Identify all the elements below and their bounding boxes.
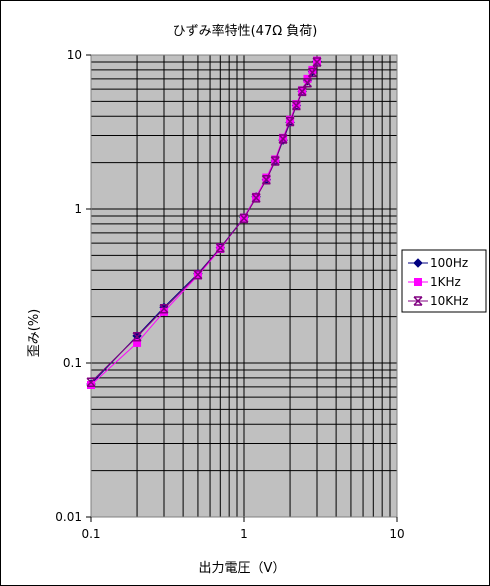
data-point <box>297 86 307 97</box>
x-axis-label: 出力電圧（V） <box>199 561 286 576</box>
legend: 100Hz 1KHz 10KHz <box>401 249 487 313</box>
data-point <box>239 213 249 224</box>
legend-label: 100Hz <box>430 256 468 270</box>
data-point <box>286 115 295 124</box>
data-point <box>251 193 261 203</box>
data-point <box>312 56 321 65</box>
data-point <box>262 173 271 182</box>
x-tick-label: 0.1 <box>81 527 100 541</box>
data-point <box>159 304 169 314</box>
data-point <box>215 243 225 253</box>
data-point <box>261 174 271 185</box>
data-point <box>132 332 142 342</box>
x-tick-label: 10 <box>389 527 404 541</box>
data-point <box>270 156 280 166</box>
data-point <box>414 278 422 286</box>
data-point <box>271 155 280 164</box>
x-tick-label: 1 <box>240 527 248 541</box>
data-point <box>278 134 288 144</box>
y-axis-label: 歪み(%) <box>27 309 42 358</box>
data-point <box>302 78 313 88</box>
series-10KHz <box>86 57 322 387</box>
data-point <box>133 338 142 347</box>
y-tick-label: 0.01 <box>55 510 82 524</box>
data-point <box>413 258 423 268</box>
chart-title: ひずみ率特性(47Ω 負荷) <box>173 23 318 39</box>
y-tick-label: 0.1 <box>63 356 82 370</box>
data-point <box>285 116 295 127</box>
y-tick-label: 10 <box>67 48 82 62</box>
data-point <box>307 67 317 78</box>
plot-area: 0.1 1 10 0.01 0.1 1 10 <box>55 48 404 541</box>
data-point <box>312 57 322 67</box>
data-point <box>291 100 301 111</box>
data-point <box>292 100 301 109</box>
data-point <box>86 377 96 387</box>
data-point <box>193 269 203 280</box>
data-point <box>413 296 423 306</box>
legend-label: 1KHz <box>430 275 461 289</box>
legend-label: 10KHz <box>430 294 468 308</box>
y-tick-label: 1 <box>74 202 82 216</box>
